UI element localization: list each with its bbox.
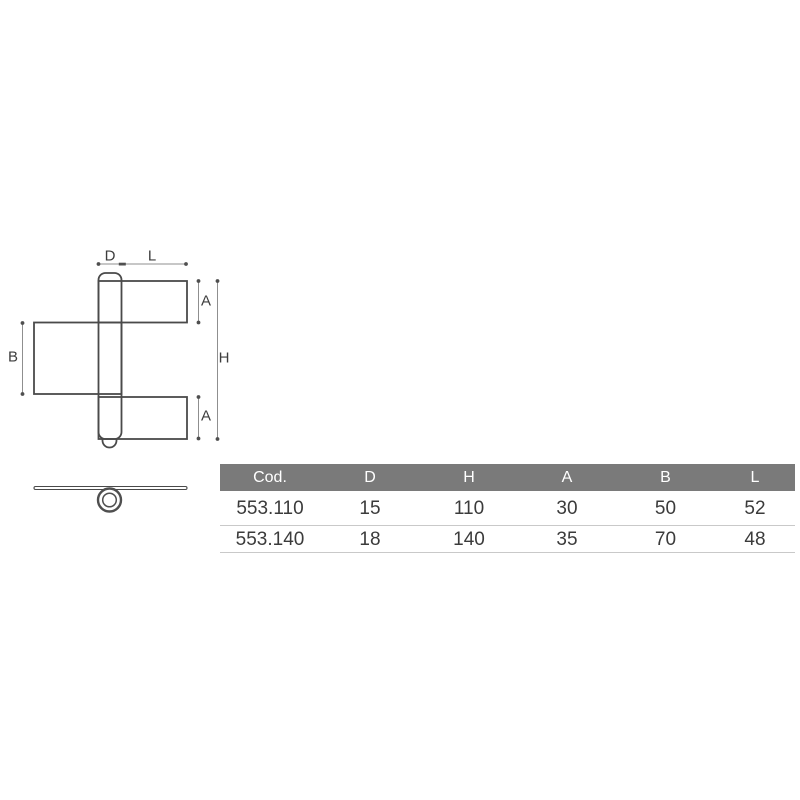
- table-cell-l: 52: [744, 497, 766, 519]
- leaf-left: [33, 321, 123, 395]
- dim-label-a-top: A: [200, 292, 212, 310]
- dim-label-b: B: [7, 348, 19, 366]
- header-cell-a: A: [561, 468, 573, 486]
- table-cell-d: 15: [359, 497, 381, 519]
- table-cell-a: 30: [556, 497, 578, 519]
- knuckle-inner-circle: [101, 492, 118, 508]
- dim-label-l: L: [147, 247, 157, 265]
- table-cell-h: 140: [453, 528, 485, 550]
- header-cell-l: L: [750, 468, 760, 486]
- table-cell-b: 70: [654, 528, 677, 550]
- header-cell-h: H: [463, 468, 475, 486]
- hinge-side-view: [33, 485, 188, 513]
- header-cell-cod: Cod.: [253, 468, 287, 486]
- hinge-front-view: [33, 272, 188, 449]
- spec-table-header: Cod. D H A B L: [220, 464, 795, 491]
- header-cell-b: B: [660, 468, 671, 486]
- table-cell-d: 18: [359, 528, 381, 550]
- dim-label-a-bottom: A: [200, 407, 212, 425]
- table-cell-a: 35: [556, 528, 578, 550]
- table-cell-cod: 553.110: [236, 497, 304, 519]
- dim-label-h: H: [218, 349, 230, 367]
- table-cell-cod: 553.140: [235, 528, 305, 550]
- hinge-pin: [97, 272, 123, 440]
- table-row: 553.110 15 110 30 50 52: [220, 491, 795, 526]
- table-cell-b: 50: [654, 497, 677, 519]
- spec-table: Cod. D H A B L 553.110 15 110 30 50 52 5…: [220, 464, 795, 553]
- dimension-end-marks: [20, 262, 220, 441]
- table-cell-l: 48: [744, 528, 766, 550]
- hinge-pin-tip: [101, 439, 118, 449]
- dim-tick-d-l: [118, 262, 126, 266]
- dimension-lines: [22, 263, 218, 439]
- leaf-right-top: [97, 280, 188, 324]
- header-cell-d: D: [364, 468, 376, 486]
- table-cell-h: 110: [453, 497, 485, 519]
- leaf-right-bottom: [97, 396, 188, 440]
- table-row: 553.140 18 140 35 70 48: [220, 526, 795, 553]
- dim-label-d: D: [104, 247, 116, 265]
